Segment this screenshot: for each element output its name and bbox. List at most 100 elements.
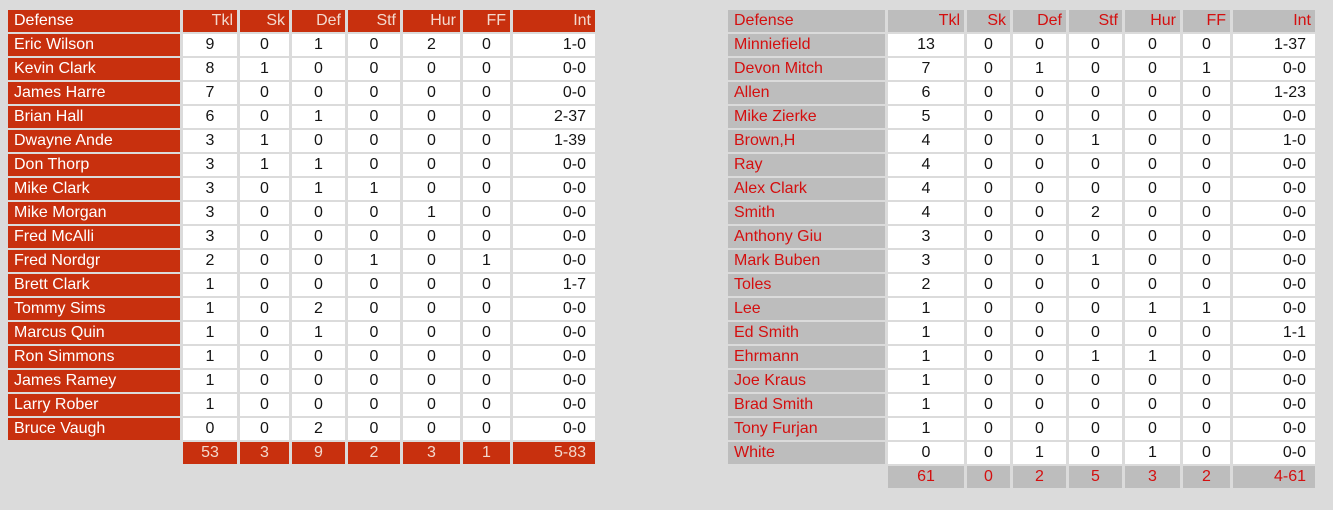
column-header-stat: Sk: [240, 10, 289, 32]
stat-value-cell: 0: [403, 106, 460, 128]
player-name-cell: Minniefield: [728, 34, 885, 56]
player-row: Devon Mitch 7 0 1 0 0 1 0-0: [728, 58, 1315, 80]
player-row: Dwayne Ande 3 1 0 0 0 0 1-39: [8, 130, 595, 152]
player-name-cell: Larry Rober: [8, 394, 180, 416]
stat-value-cell: 0: [240, 322, 289, 344]
stat-value-cell: 0-0: [513, 346, 595, 368]
stat-value-cell: 1-23: [1233, 82, 1315, 104]
player-name-cell: Eric Wilson: [8, 34, 180, 56]
stat-value-cell: 0-0: [513, 58, 595, 80]
player-name-cell: Devon Mitch: [728, 58, 885, 80]
stat-value-cell: 0: [1183, 202, 1230, 224]
stat-value-cell: 0: [1183, 154, 1230, 176]
stat-value-cell: 5: [888, 106, 964, 128]
stat-value-cell: 0: [1069, 298, 1122, 320]
stat-value-cell: 3: [183, 202, 237, 224]
stat-value-cell: 0: [1125, 154, 1180, 176]
stat-value-cell: 0: [1069, 370, 1122, 392]
player-row: Fred Nordgr 2 0 0 1 0 1 0-0: [8, 250, 595, 272]
stat-value-cell: 0: [1069, 58, 1122, 80]
player-row: Brett Clark 1 0 0 0 0 0 1-7: [8, 274, 595, 296]
stat-value-cell: 0: [967, 274, 1010, 296]
stat-value-cell: 0: [348, 298, 400, 320]
stat-value-cell: 0: [403, 394, 460, 416]
stat-value-cell: 0: [1183, 34, 1230, 56]
stat-value-cell: 0: [1125, 250, 1180, 272]
stat-value-cell: 1: [1125, 298, 1180, 320]
stat-value-cell: 0: [463, 58, 510, 80]
stat-value-cell: 1: [240, 130, 289, 152]
player-name-cell: Brad Smith: [728, 394, 885, 416]
stat-value-cell: 0: [967, 226, 1010, 248]
player-name-cell: Mike Morgan: [8, 202, 180, 224]
stat-value-cell: 0: [1013, 418, 1066, 440]
stat-value-cell: 0: [1069, 274, 1122, 296]
stat-value-cell: 4: [888, 154, 964, 176]
stat-value-cell: 0-0: [513, 250, 595, 272]
player-name-cell: Ron Simmons: [8, 346, 180, 368]
player-name-cell: Marcus Quin: [8, 322, 180, 344]
stat-value-cell: 0-0: [1233, 370, 1315, 392]
stat-value-cell: 0: [1013, 298, 1066, 320]
column-header-stat: Hur: [1125, 10, 1180, 32]
stat-value-cell: 0: [463, 178, 510, 200]
stat-value-cell: 1-37: [1233, 34, 1315, 56]
stat-value-cell: 0-0: [513, 154, 595, 176]
column-header-stat: Hur: [403, 10, 460, 32]
stat-value-cell: 0-0: [1233, 178, 1315, 200]
player-name-cell: Anthony Giu: [728, 226, 885, 248]
stat-value-cell: 0: [1183, 130, 1230, 152]
stat-value-cell: 0: [967, 154, 1010, 176]
stat-value-cell: 0: [463, 298, 510, 320]
stat-value-cell: 0: [240, 178, 289, 200]
stat-value-cell: 0: [1125, 370, 1180, 392]
stat-value-cell: 1: [183, 370, 237, 392]
column-header-stat: Stf: [1069, 10, 1122, 32]
total-value-cell: 1: [463, 442, 510, 464]
column-header-stat: Int: [513, 10, 595, 32]
stat-value-cell: 1: [183, 298, 237, 320]
player-row: Mike Morgan 3 0 0 0 1 0 0-0: [8, 202, 595, 224]
stat-value-cell: 1: [888, 298, 964, 320]
stat-value-cell: 0: [292, 130, 345, 152]
defense-stats-table-left: Defense Tkl Sk Def Stf Hur FF Int Eric Wilson 9 0 1…: [5, 8, 598, 466]
stat-value-cell: 0-0: [1233, 106, 1315, 128]
stat-value-cell: 0: [292, 82, 345, 104]
stat-value-cell: 2: [292, 298, 345, 320]
stat-value-cell: 1: [1069, 346, 1122, 368]
totals-row: 61 0 2 5 3 2 4-61: [728, 466, 1315, 488]
stat-value-cell: 0: [1125, 106, 1180, 128]
player-name-cell: James Ramey: [8, 370, 180, 392]
stat-value-cell: 1: [888, 370, 964, 392]
stat-value-cell: 0: [1125, 130, 1180, 152]
stat-value-cell: 0: [967, 394, 1010, 416]
stat-value-cell: 0: [1013, 106, 1066, 128]
stat-value-cell: 1: [292, 154, 345, 176]
stat-value-cell: 0: [1183, 274, 1230, 296]
player-name-cell: Mike Clark: [8, 178, 180, 200]
stat-value-cell: 0: [240, 250, 289, 272]
stat-value-cell: 0: [1069, 394, 1122, 416]
stat-value-cell: 0: [463, 274, 510, 296]
stat-value-cell: 0: [888, 442, 964, 464]
stat-value-cell: 3: [183, 226, 237, 248]
stat-value-cell: 0: [403, 82, 460, 104]
total-value-cell: 9: [292, 442, 345, 464]
stat-value-cell: 0: [1183, 226, 1230, 248]
player-row: Anthony Giu 3 0 0 0 0 0 0-0: [728, 226, 1315, 248]
stat-value-cell: 0: [1183, 418, 1230, 440]
player-row: Brian Hall 6 0 1 0 0 0 2-37: [8, 106, 595, 128]
stat-value-cell: 2: [1069, 202, 1122, 224]
stat-value-cell: 0: [348, 370, 400, 392]
player-row: Tony Furjan 1 0 0 0 0 0 0-0: [728, 418, 1315, 440]
stat-value-cell: 0: [1069, 178, 1122, 200]
stat-value-cell: 0: [403, 226, 460, 248]
stat-value-cell: 0-0: [513, 418, 595, 440]
player-row: James Harre 7 0 0 0 0 0 0-0: [8, 82, 595, 104]
stat-value-cell: 0: [1069, 442, 1122, 464]
stat-value-cell: 9: [183, 34, 237, 56]
player-name-cell: Ed Smith: [728, 322, 885, 344]
stat-value-cell: 0: [1069, 82, 1122, 104]
stat-value-cell: 0: [1013, 34, 1066, 56]
total-value-cell: 0: [967, 466, 1010, 488]
